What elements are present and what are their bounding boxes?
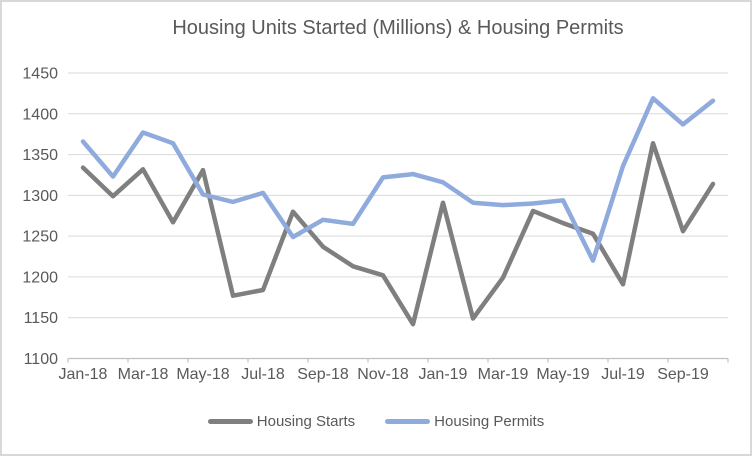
series-line-housing-starts (80, 140, 716, 327)
y-axis-label-1150: 1150 (24, 310, 59, 327)
x-axis-label-Jan-18: Jan-18 (59, 366, 108, 383)
x-axis-label-May-19: May-19 (536, 366, 589, 383)
series-line-housing-permits (80, 96, 716, 263)
y-axis-label-1250: 1250 (22, 229, 58, 246)
x-axis-label-Mar-19: Mar-19 (478, 366, 529, 383)
x-axis-label-Sep-19: Sep-19 (657, 366, 709, 383)
legend-label-housing-permits: Housing Permits (434, 413, 545, 430)
housing-starts-line-swatch (207, 419, 253, 424)
x-axis-label-Sep-18: Sep-18 (297, 366, 349, 383)
legend-item-housing-starts: Housing Starts (207, 413, 356, 430)
y-axis-label-1400: 1400 (22, 106, 58, 123)
x-axis-label-Mar-18: Mar-18 (118, 366, 169, 383)
plot-area: 1100 1150 1200 1250 1300 1350 1400 1450 Jan-18 Ma… (22, 66, 729, 383)
y-axis-label-1200: 1200 (22, 269, 58, 286)
x-axis-label-May-18: May-18 (176, 366, 229, 383)
x-axis-label-Jul-19: Jul-19 (601, 366, 645, 383)
housing-permits-line-swatch (385, 419, 431, 424)
y-axis-label-1450: 1450 (22, 66, 58, 83)
x-axis-label-Jul-18: Jul-18 (241, 366, 285, 383)
x-axis-label-Jan-19: Jan-19 (419, 366, 468, 383)
x-axis-label-Nov-18: Nov-18 (357, 366, 409, 383)
y-axis-label-1350: 1350 (22, 147, 58, 164)
y-axis-label-1300: 1300 (22, 188, 58, 205)
legend: Housing Starts Housing Permits (0, 413, 752, 430)
legend-label-housing-starts: Housing Starts (256, 413, 356, 430)
chart-title: Housing Units Started (Millions) & Housi… (172, 17, 624, 39)
legend-item-housing-permits: Housing Permits (385, 413, 544, 430)
y-axis-label-1100: 1100 (24, 351, 59, 368)
